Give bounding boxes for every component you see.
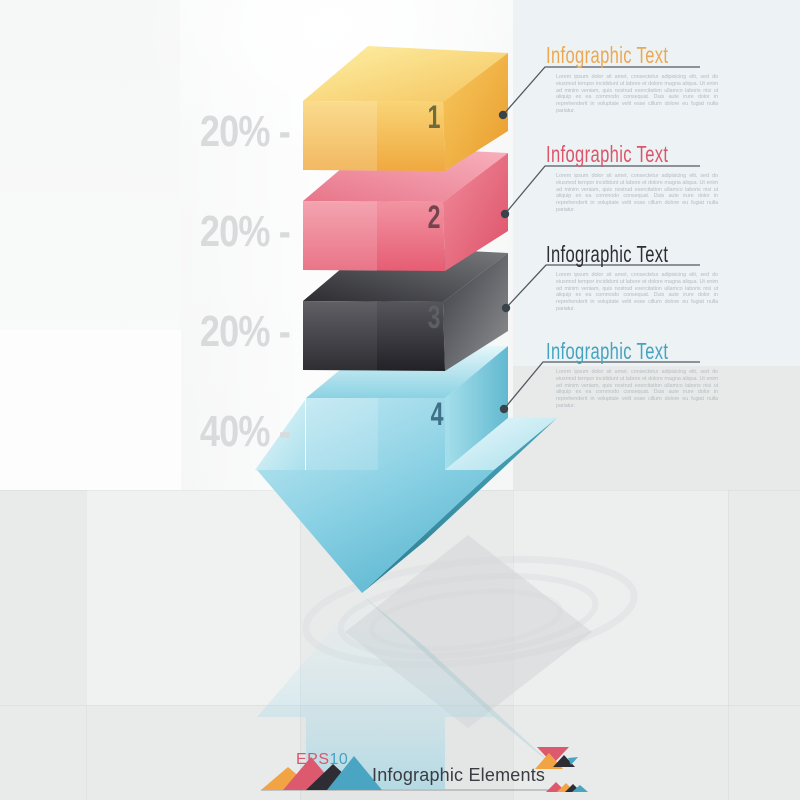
arrow-reflection-side [362,595,557,769]
background-white-square [0,330,181,490]
box-front-face [303,301,445,371]
box-front-face [303,201,445,271]
connector-line-2 [504,165,700,215]
box-top-face [303,46,508,102]
step-number-1: 1 [427,99,441,135]
background-blue-square [513,0,800,366]
box-right-face [443,53,508,171]
box-front-highlight [303,301,377,371]
section-heading-4: Infographic Text [546,338,669,364]
connector-dots [498,110,511,414]
triangle-icon [537,747,569,764]
box-front-highlight [303,201,377,271]
box-right-face [443,253,508,371]
step-number-2: 2 [427,199,441,235]
box-right-face [443,153,508,271]
percent-label-2: 20% - [199,207,291,256]
step-number-3: 3 [427,299,441,335]
triangle-icon [327,756,382,790]
section-body-1: Lorem ipsum dolor sit amet, consectetur … [556,74,718,114]
section-body-2: Lorem ipsum dolor sit amet, consectetur … [556,173,718,213]
logo-triangles-left [261,756,382,790]
eps-label: EPS10 [296,751,348,769]
connector-dot-4 [499,404,509,414]
arrow-edge-face [362,418,557,593]
percent-label-3: 20% - [199,307,291,356]
connector-dot-3 [501,303,511,313]
eps-number: 10 [329,751,349,768]
background-square [86,490,300,705]
box-1 [303,46,508,171]
arrow-left-wing-top [255,400,305,470]
arrow-right-face [445,346,508,470]
connector-line-4 [503,361,700,410]
background-square [513,490,728,705]
arrow-front-highlight [306,398,378,470]
connector-lines [502,66,700,410]
section-heading-3: Infographic Text [546,241,669,267]
triangle-icon [572,785,588,792]
section-body-3: Lorem ipsum dolor sit amet, consectetur … [556,272,718,312]
eps-text: EPS [296,751,330,768]
reflection-shadow-group [257,535,638,789]
brand-title: Infographic Elements [372,765,546,785]
logo-triangles-right [535,747,588,792]
section-heading-2: Infographic Text [546,141,669,167]
connector-dot-2 [500,209,510,219]
arrow-right-wing-top [445,418,557,470]
percent-label-1: 20% - [199,107,291,156]
arrow-front-face [257,398,494,593]
box-front-face [303,101,445,171]
arrow-reflection [257,595,494,789]
triangle-icon [553,755,575,767]
section-heading-1: Infographic Text [546,42,669,68]
triangle-icon [568,757,578,765]
connector-dot-1 [498,110,508,120]
connector-line-1 [502,66,700,116]
background-right-gray-square [513,366,800,490]
connector-line-3 [505,264,700,309]
step-number-4: 4 [430,396,444,432]
percent-label-4: 40% - [199,407,291,456]
section-body-4: Lorem ipsum dolor sit amet, consectetur … [556,369,718,409]
box-front-highlight [303,101,377,171]
